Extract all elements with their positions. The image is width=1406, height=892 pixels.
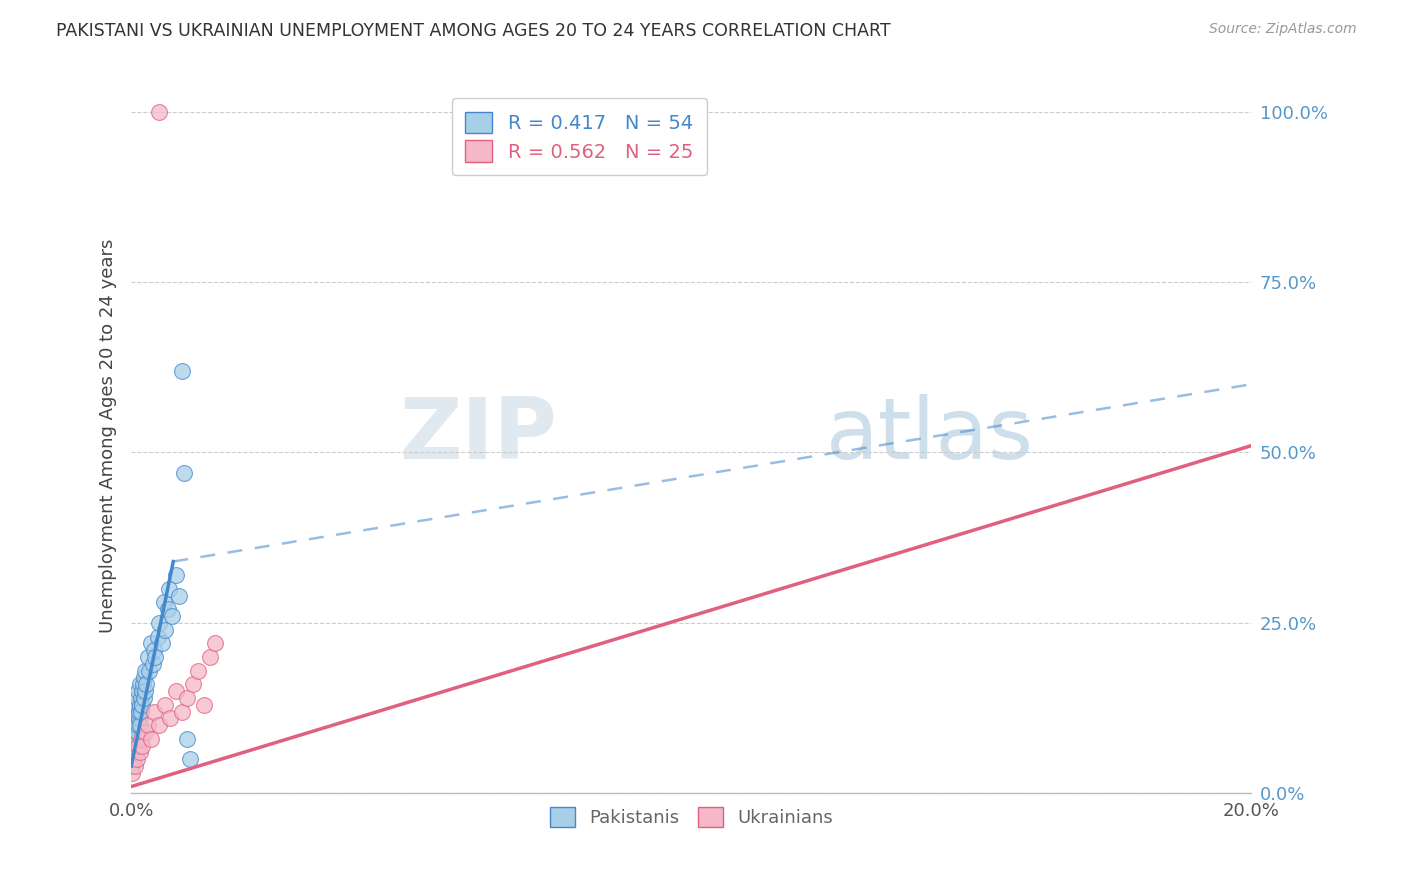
Point <box>142 705 165 719</box>
Point <box>128 677 150 691</box>
Point <box>122 752 145 766</box>
Point <box>170 363 193 377</box>
Point <box>138 664 160 678</box>
Point <box>148 718 170 732</box>
Y-axis label: Unemployment Among Ages 20 to 24 years: Unemployment Among Ages 20 to 24 years <box>100 238 117 632</box>
Point <box>179 752 201 766</box>
Point <box>131 698 153 712</box>
Point <box>136 718 159 732</box>
Point <box>127 739 149 753</box>
Point <box>143 650 166 665</box>
Text: ZIP: ZIP <box>399 394 557 477</box>
Point <box>131 705 153 719</box>
Point <box>128 705 150 719</box>
Point <box>198 650 221 665</box>
Point <box>121 765 143 780</box>
Point <box>129 690 152 705</box>
Point <box>125 731 148 746</box>
Point <box>131 684 153 698</box>
Point <box>176 690 198 705</box>
Point <box>128 718 150 732</box>
Point <box>159 711 181 725</box>
Point <box>148 104 170 119</box>
Text: atlas: atlas <box>825 394 1033 477</box>
Point <box>121 759 143 773</box>
Point <box>125 752 148 766</box>
Point <box>127 690 149 705</box>
Point <box>170 705 193 719</box>
Point <box>131 739 153 753</box>
Point <box>122 731 145 746</box>
Point <box>128 746 150 760</box>
Point <box>153 698 176 712</box>
Point <box>165 684 187 698</box>
Point <box>146 630 169 644</box>
Point <box>135 677 157 691</box>
Legend: Pakistanis, Ukrainians: Pakistanis, Ukrainians <box>543 800 841 834</box>
Point <box>124 725 146 739</box>
Point <box>139 636 162 650</box>
Point <box>156 602 179 616</box>
Point <box>153 623 176 637</box>
Text: Source: ZipAtlas.com: Source: ZipAtlas.com <box>1209 22 1357 37</box>
Point <box>141 657 163 671</box>
Point <box>187 664 209 678</box>
Point <box>132 690 155 705</box>
Point <box>127 684 149 698</box>
Point <box>134 684 156 698</box>
Point <box>122 739 145 753</box>
Point <box>122 718 145 732</box>
Point <box>134 670 156 684</box>
Point <box>122 746 145 760</box>
Point <box>124 731 146 746</box>
Point <box>181 677 204 691</box>
Point <box>193 698 215 712</box>
Point <box>204 636 226 650</box>
Point <box>124 711 146 725</box>
Point <box>165 568 187 582</box>
Point <box>125 698 148 712</box>
Point <box>142 643 165 657</box>
Point <box>136 650 159 665</box>
Point <box>167 589 190 603</box>
Point <box>173 466 195 480</box>
Point <box>124 746 146 760</box>
Point <box>128 711 150 725</box>
Point <box>127 718 149 732</box>
Point <box>129 698 152 712</box>
Point <box>148 615 170 630</box>
Point <box>150 636 173 650</box>
Text: PAKISTANI VS UKRAINIAN UNEMPLOYMENT AMONG AGES 20 TO 24 YEARS CORRELATION CHART: PAKISTANI VS UKRAINIAN UNEMPLOYMENT AMON… <box>56 22 891 40</box>
Point <box>124 759 146 773</box>
Point <box>125 739 148 753</box>
Point <box>127 725 149 739</box>
Point <box>157 582 180 596</box>
Point <box>176 731 198 746</box>
Point <box>134 725 156 739</box>
Point <box>125 705 148 719</box>
Point <box>131 731 153 746</box>
Point <box>125 718 148 732</box>
Point <box>139 731 162 746</box>
Point <box>125 746 148 760</box>
Point <box>134 664 156 678</box>
Point <box>160 609 183 624</box>
Point <box>122 752 145 766</box>
Point <box>132 677 155 691</box>
Point <box>152 595 174 609</box>
